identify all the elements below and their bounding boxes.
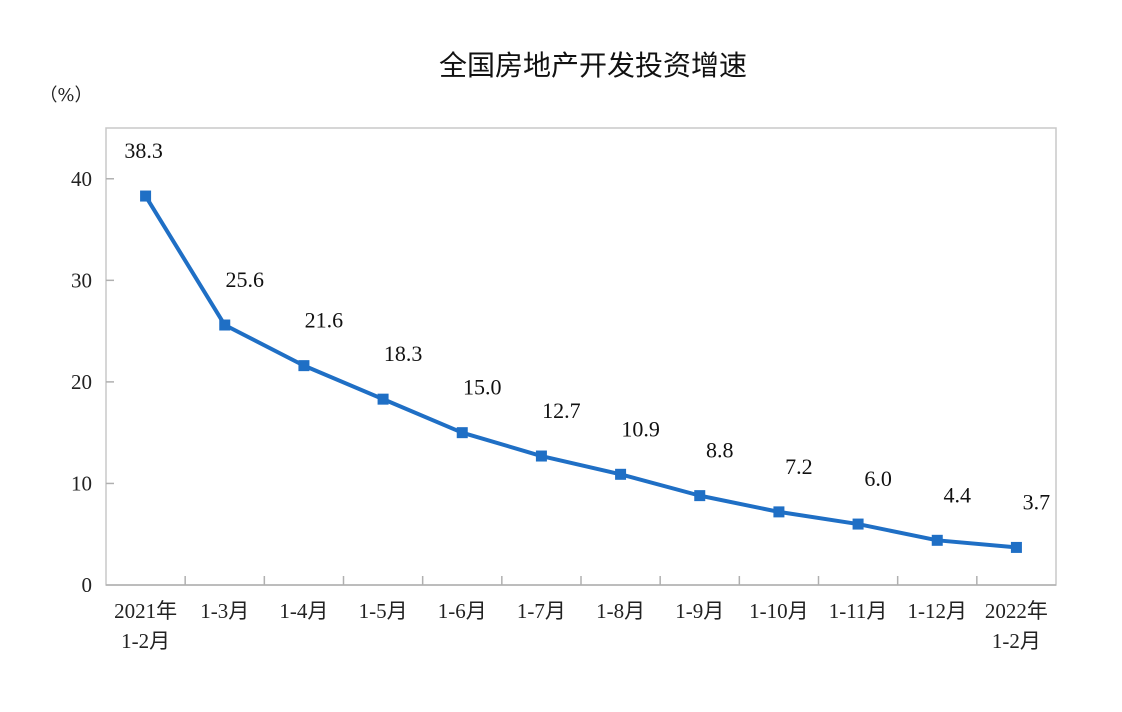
series-line-group [140,190,1022,553]
data-point-marker [931,534,943,546]
chart-title: 全国房地产开发投资增速 [439,49,747,82]
x-axis: 2021年 1-2月 1-3月 1-4月 1-5月 1-6月 1-7月 1-8月 1-9月 1-1… [114,576,1048,653]
data-point-marker [1010,541,1022,553]
data-point-marker [298,360,310,372]
x-tick-label: 2021年 1-2月 [114,599,177,653]
data-label: 25.6 [226,267,265,292]
data-point-marker [377,393,389,405]
data-point-marker [219,319,231,331]
y-tick-label: 40 [71,167,92,191]
data-label: 12.7 [542,398,581,423]
data-labels: 38.3 25.6 21.6 18.3 15.0 12.7 10.9 8.8 7.2 6.0 4.4… [124,138,1050,514]
y-tick-label: 20 [71,370,92,394]
data-label: 3.7 [1023,489,1051,514]
x-tick-label: 1-5月 [359,599,408,623]
data-label: 6.0 [864,466,892,491]
x-tick-label: 1-4月 [279,599,328,623]
x-tick-label: 1-3月 [200,599,249,623]
x-tick-label: 2022年 1-2月 [985,599,1048,653]
data-label: 7.2 [785,454,813,479]
x-tick-label: 1-8月 [596,599,645,623]
x-tick-label: 1-10月 [749,599,809,623]
data-point-marker [773,506,785,518]
y-tick-label: 0 [82,573,93,597]
data-label: 4.4 [944,482,972,507]
y-axis-unit-label: （%） [39,85,92,106]
data-label: 38.3 [124,138,163,163]
x-tick-label: 1-7月 [517,599,566,623]
x-tick-label: 1-9月 [675,599,724,623]
data-point-marker [456,427,468,439]
data-label: 18.3 [384,341,423,366]
data-label: 15.0 [463,375,502,400]
data-label: 8.8 [706,438,734,463]
y-tick-label: 10 [71,471,92,495]
data-point-marker [852,518,864,530]
data-label: 21.6 [305,308,344,333]
data-label: 10.9 [621,416,660,441]
series-line [143,194,1019,550]
data-point-marker [615,468,627,480]
x-tick-label: 1-6月 [438,599,487,623]
data-point-marker [140,190,152,202]
y-axis: 0 10 20 30 40 [71,167,114,597]
data-point-marker [535,450,547,462]
x-tick-label: 1-12月 [908,599,968,623]
data-point-marker [694,490,706,502]
x-tick-label: 1-11月 [829,599,888,623]
plot-area-frame [105,127,1057,586]
y-tick-label: 30 [71,268,92,292]
